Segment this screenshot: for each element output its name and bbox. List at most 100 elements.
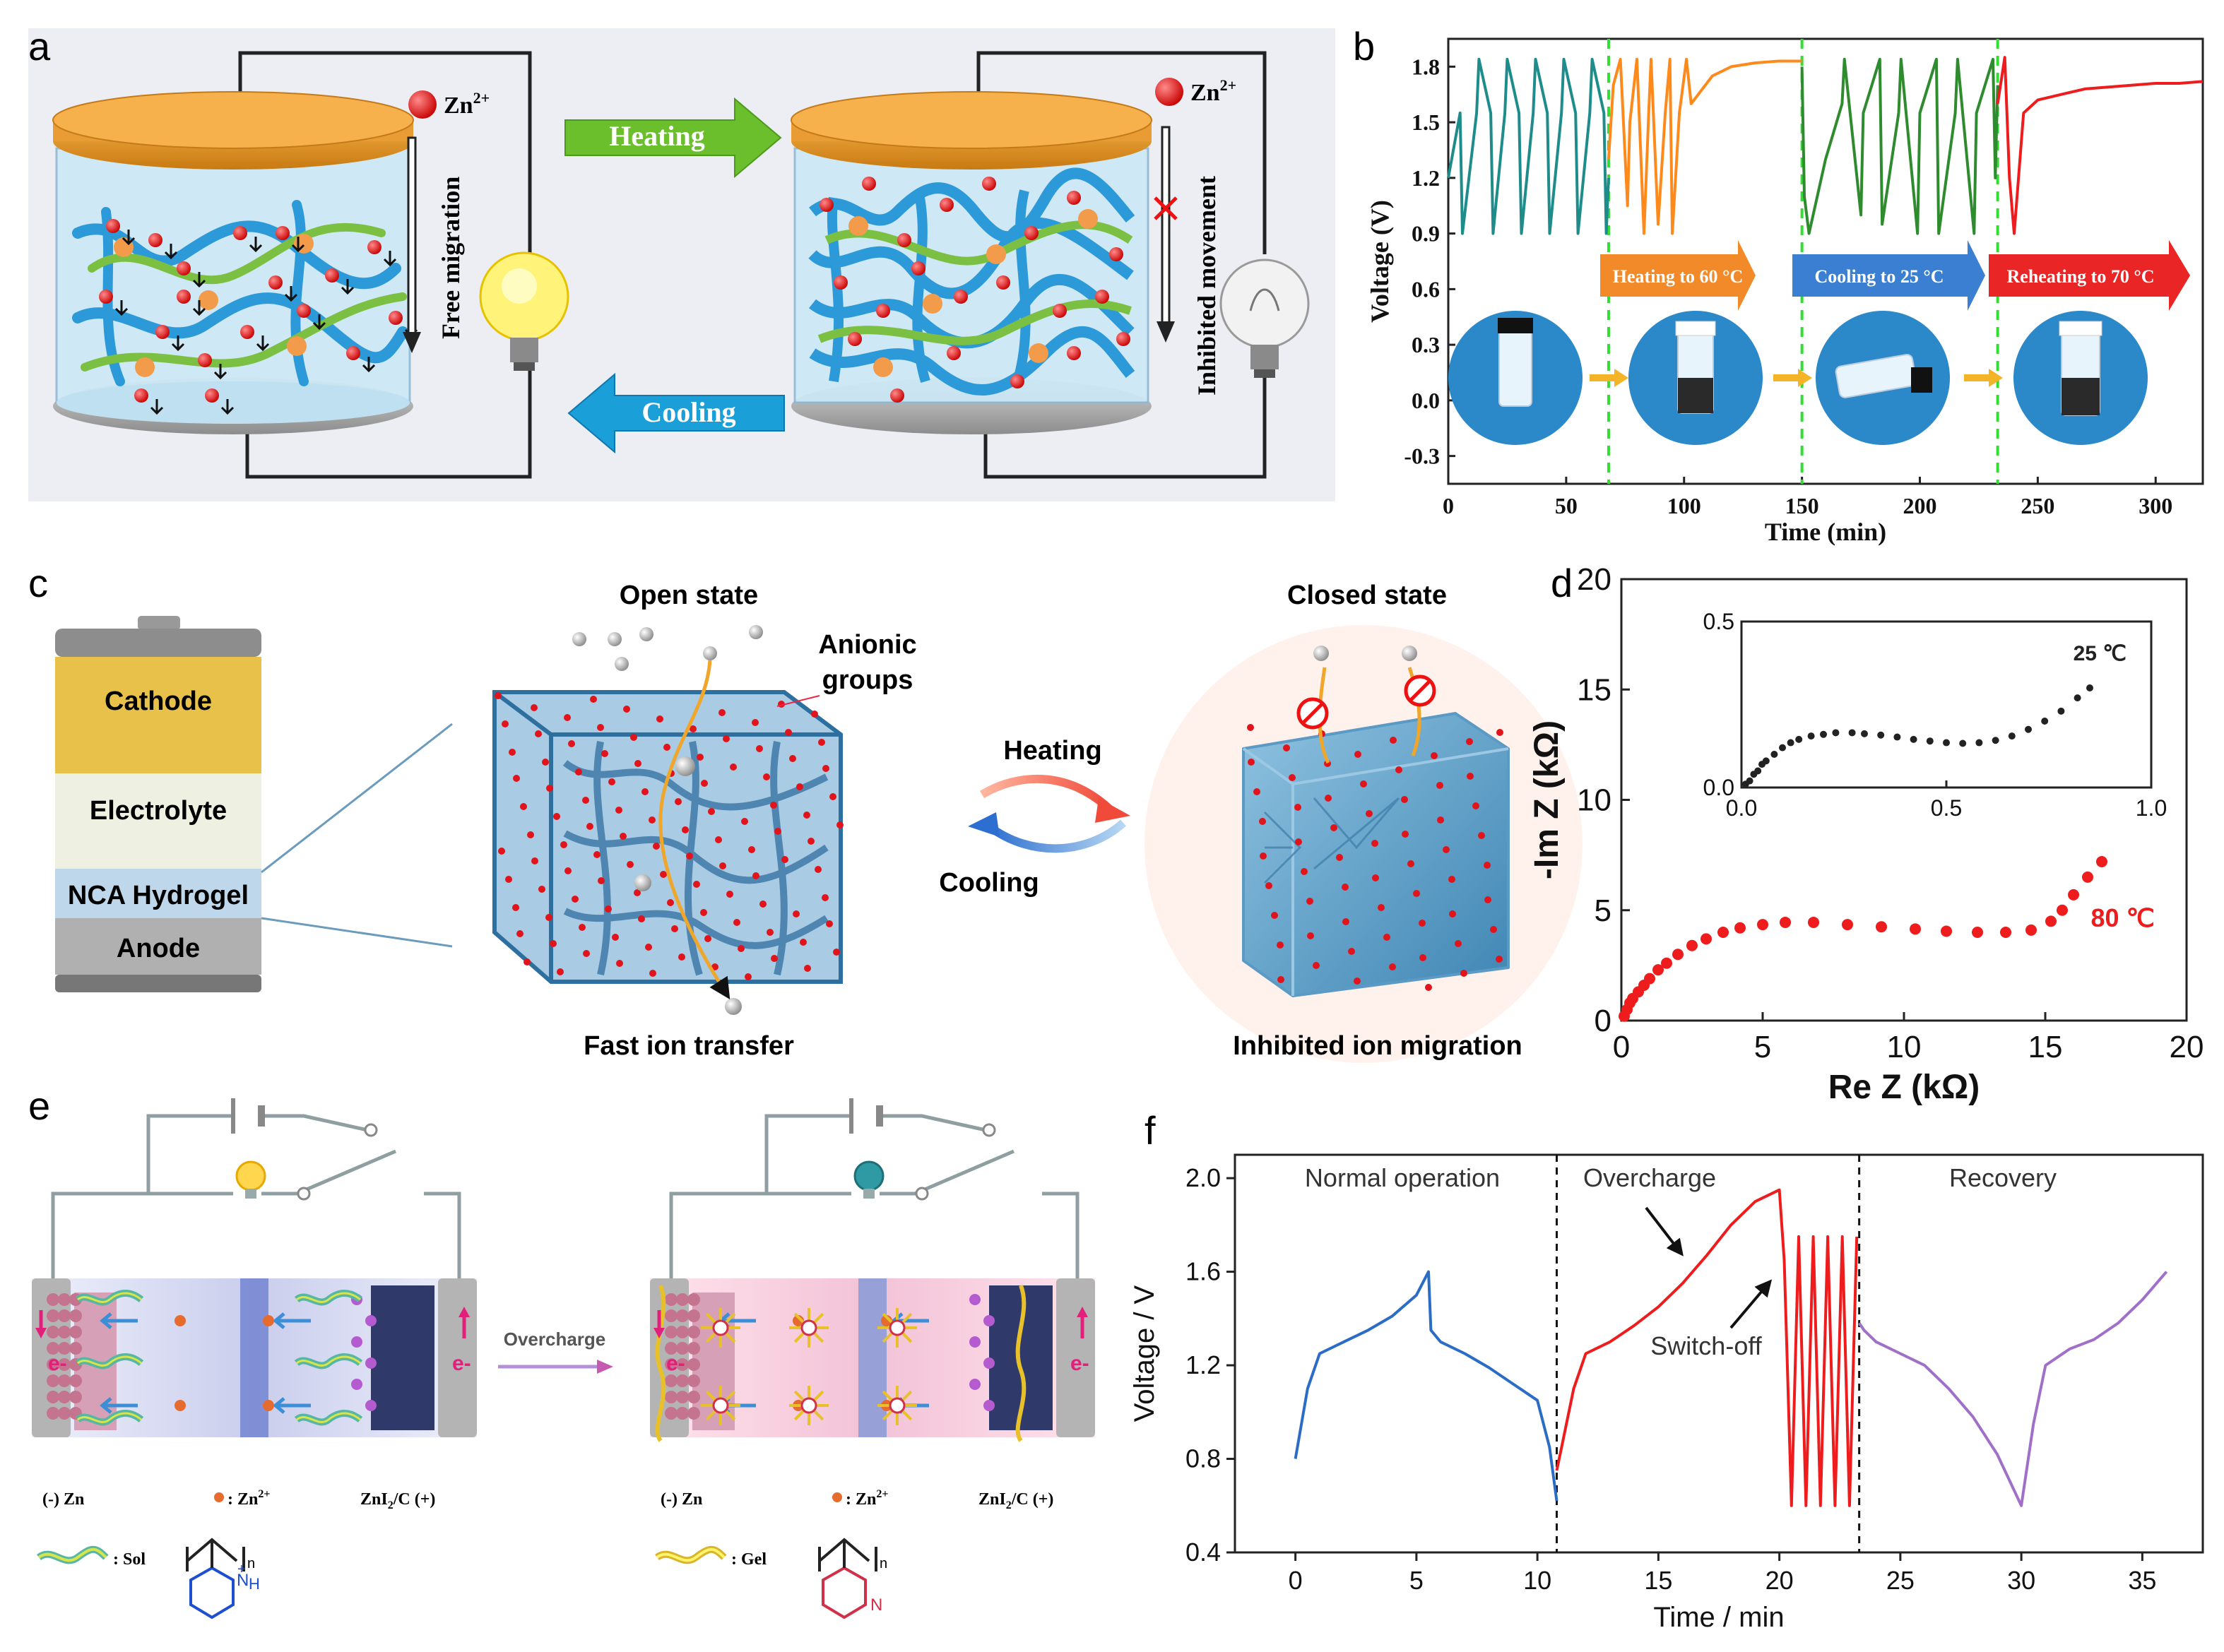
overcharge-label-e: Overcharge	[504, 1329, 606, 1350]
anionic-dot	[822, 765, 829, 772]
sol-chain-core	[296, 1292, 361, 1303]
down-arrow	[114, 300, 129, 316]
groups-label: groups	[822, 665, 913, 695]
panel-f-letter: f	[1144, 1108, 1156, 1153]
data-point	[1686, 939, 1698, 951]
switch-off-pointer	[1729, 1279, 1773, 1329]
inset-data-point	[1893, 733, 1901, 741]
svg-text:Zn2+: Zn2+	[444, 89, 490, 119]
electron-label-right: e-	[452, 1352, 471, 1375]
anionic-dot	[770, 802, 777, 809]
anionic-dot	[1402, 831, 1409, 838]
anionic-dot	[616, 960, 623, 967]
zn-electrode-particle	[58, 1391, 71, 1403]
inset-data-point	[1910, 735, 1917, 743]
zn-electrode-particle	[676, 1407, 689, 1420]
anionic-dot	[1354, 977, 1361, 985]
anionic-dot	[808, 838, 815, 845]
phase-label-heating: Heating to 60 °C	[1613, 266, 1743, 287]
anionic-dot	[741, 818, 748, 825]
anionic-dot	[1436, 782, 1443, 789]
data-point	[2082, 871, 2093, 883]
anionic-dot	[686, 852, 693, 860]
inset-data-point	[1754, 767, 1762, 775]
anionic-dot	[505, 876, 512, 883]
gel-layer	[1015, 1284, 1027, 1442]
anionic-dot	[605, 905, 612, 913]
x-tick-label: 15	[2028, 1030, 2063, 1064]
cooling-label: Cooling	[641, 396, 735, 428]
zn-ion	[1116, 332, 1130, 346]
zn-ion	[848, 332, 862, 346]
zn-electrode-particle	[58, 1358, 71, 1371]
inset-data-point	[1820, 730, 1827, 738]
battery-electrolyte-label: Electrolyte	[90, 796, 227, 826]
anionic-dot	[498, 848, 505, 855]
anionic-dot	[560, 841, 567, 848]
zn-electrode-particle	[687, 1374, 700, 1387]
battery-anode-label: Anode	[117, 934, 200, 963]
zn2-ion	[793, 1315, 804, 1326]
anionic-dot	[620, 833, 627, 840]
zn-electrode-particle	[69, 1342, 82, 1355]
anionic-dot	[1484, 862, 1491, 869]
down-arrow	[213, 364, 227, 380]
ion-flow-arrow	[100, 1397, 138, 1414]
panel-c: c Cathode Electrolyte NCA Hydrogel Anode	[28, 561, 1583, 1063]
anionic-dot	[1348, 948, 1355, 955]
anionic-dot	[726, 891, 733, 898]
cooling-label-c: Cooling	[939, 868, 1039, 898]
cathode-particle	[351, 1379, 362, 1390]
zn2-ion	[881, 1315, 892, 1326]
zn-ion-legend-icon	[1155, 78, 1183, 106]
zn-electrode-particle	[687, 1326, 700, 1338]
anionic-dot	[1259, 818, 1266, 825]
y-tick-label: 0.6	[1412, 276, 1440, 302]
zn-ion	[862, 177, 876, 191]
anionic-dot	[826, 920, 833, 927]
zn-ion	[177, 290, 191, 304]
cathode-particle	[365, 1315, 377, 1326]
anionic-dot	[1484, 896, 1491, 903]
anionic-dot	[1325, 795, 1332, 802]
anionic-dot	[608, 778, 615, 785]
anionic-dot	[1360, 780, 1367, 788]
zn-ion	[940, 198, 954, 212]
y-tick-label: 0.9	[1412, 221, 1440, 246]
pyridinium-structure: N H + n	[186, 1538, 260, 1620]
anionic-dot	[572, 896, 579, 903]
anionic-dot	[671, 925, 678, 932]
data-point	[2025, 924, 2037, 936]
svg-text:: Zn2+: : Zn2+	[227, 1488, 270, 1509]
zn-ion	[240, 325, 254, 339]
anionic-dot	[593, 851, 601, 858]
zn2-ion	[263, 1400, 274, 1411]
anionic-dot	[531, 704, 538, 711]
data-point	[1842, 919, 1853, 931]
anionic-dot	[719, 862, 726, 869]
blocked-ion-icon	[889, 1397, 906, 1414]
inset-data-point	[1779, 744, 1786, 751]
anionic-dot	[745, 973, 752, 980]
zoom-lines	[261, 723, 453, 948]
anionic-dot	[1289, 774, 1296, 781]
y-tick-label: 15	[1577, 672, 1611, 707]
phase-arrow-cooling: Cooling to 25 °C	[1792, 240, 1985, 311]
anionic-dot	[752, 872, 759, 879]
data-point	[2068, 889, 2079, 901]
anionic-dot	[1472, 802, 1479, 809]
x-axis-label: Re Z (kΩ)	[1828, 1069, 1980, 1106]
anionic-dot	[601, 750, 608, 757]
zn-ion	[1010, 374, 1024, 388]
zn-electrode-particle	[676, 1391, 689, 1403]
data-point	[1808, 916, 1819, 928]
data-point	[1661, 957, 1672, 969]
zn-ion	[367, 240, 381, 254]
zn-electrode-particle	[47, 1407, 59, 1420]
cell-gel-state	[650, 1098, 1095, 1437]
zn-ion	[897, 233, 911, 247]
anionic-dot	[733, 919, 740, 926]
anionic-dot	[693, 881, 700, 888]
anionic-dot	[1448, 876, 1455, 883]
data-point	[1644, 973, 1655, 985]
